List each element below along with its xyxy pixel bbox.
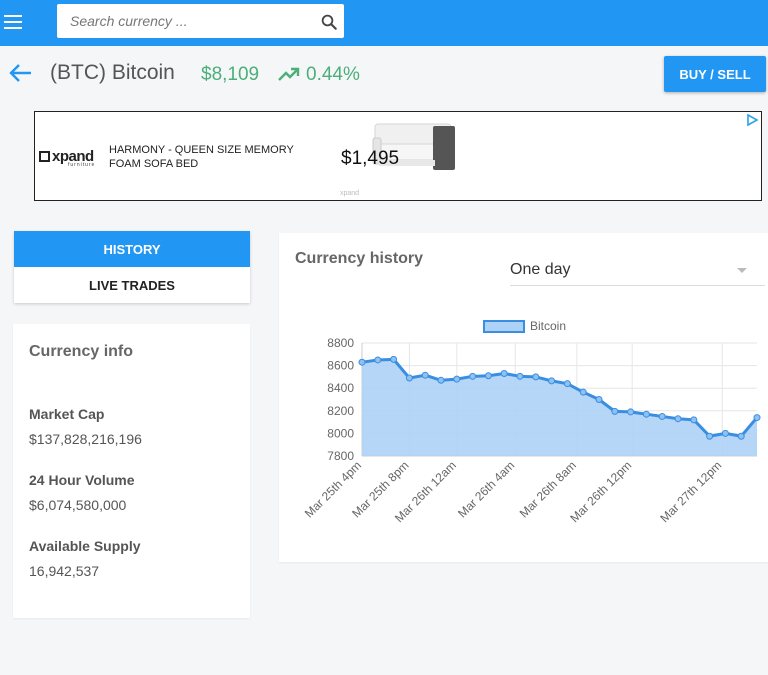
x-tick-label: Mar 26th 4am (455, 458, 517, 520)
data-point (421, 371, 429, 379)
search-icon[interactable] (320, 13, 338, 31)
y-tick-label: 8200 (327, 404, 354, 418)
data-point (390, 355, 398, 363)
volume-value: $6,074,580,000 (29, 497, 127, 513)
y-tick-label: 7800 (327, 449, 354, 463)
series-area (362, 359, 757, 456)
data-point (358, 358, 366, 366)
back-arrow-icon[interactable] (8, 60, 34, 86)
data-point (658, 412, 666, 420)
market-cap-label: Market Cap (29, 406, 105, 422)
data-point (721, 429, 729, 437)
time-range-value: One day (510, 261, 571, 278)
data-point (627, 408, 635, 416)
supply-label: Available Supply (29, 538, 141, 554)
menu-icon[interactable] (4, 12, 24, 32)
supply-value: 16,942,537 (29, 563, 100, 579)
legend-swatch (483, 320, 525, 333)
search-input[interactable] (57, 4, 307, 38)
market-cap-value: $137,828,216,196 (29, 431, 142, 447)
top-bar (0, 0, 768, 46)
data-point (453, 375, 461, 383)
data-point (642, 410, 650, 418)
data-point (469, 372, 477, 380)
data-point (706, 432, 714, 440)
data-point (405, 374, 413, 382)
currency-info-title: Currency info (29, 343, 134, 360)
y-tick-label: 8800 (327, 336, 354, 350)
legend-label: Bitcoin (530, 319, 566, 333)
data-point (484, 372, 492, 380)
y-tick-label: 8400 (327, 381, 354, 395)
x-tick-label: Mar 27th 12pm (657, 458, 724, 525)
tab-history[interactable]: HISTORY (14, 231, 250, 267)
data-point (516, 372, 524, 380)
data-point (548, 377, 556, 385)
data-point (579, 388, 587, 396)
data-point (374, 356, 382, 364)
data-point (500, 370, 508, 378)
ad-choices-icon[interactable] (745, 113, 759, 127)
chevron-down-icon (737, 268, 747, 273)
coin-title: (BTC) Bitcoin (50, 61, 175, 84)
trending-up-icon (278, 67, 300, 81)
ad-brand-logo: xpand (39, 148, 94, 165)
data-point (595, 396, 603, 403)
y-tick-label: 8600 (327, 359, 354, 373)
coin-change-percent: 0.44% (306, 64, 360, 85)
ad-sofa-image (372, 123, 455, 170)
view-tabs: HISTORY LIVE TRADES (14, 231, 250, 303)
y-tick-label: 8000 (327, 426, 354, 440)
ad-banner[interactable]: xpand furniture HARMONY - QUEEN SIZE MEM… (34, 111, 762, 201)
currency-history-card: Currency history One day Bitcoin 7800 8000… (279, 233, 768, 562)
ad-footer-logo: xpand (340, 190, 360, 197)
coin-price: $8,109 (201, 64, 260, 85)
ad-brand-name: xpand (52, 148, 94, 165)
data-point (437, 376, 445, 384)
buy-sell-button[interactable]: BUY / SELL (664, 56, 766, 92)
search-box (57, 4, 344, 38)
data-point (611, 407, 619, 415)
data-point (737, 432, 745, 440)
ad-product-text: HARMONY - QUEEN SIZE MEMORY FOAM SOFA BE… (109, 144, 294, 170)
data-point (690, 416, 698, 424)
time-range-select[interactable]: One day (510, 255, 765, 286)
data-point (753, 414, 761, 422)
x-tick-label: Mar 26th 8am (517, 458, 579, 520)
tab-live-trades[interactable]: LIVE TRADES (14, 267, 250, 303)
currency-info-card: Currency info Market Cap $137,828,216,19… (13, 324, 250, 618)
data-point (532, 373, 540, 381)
data-point (563, 380, 571, 388)
currency-history-title: Currency history (295, 250, 424, 267)
volume-label: 24 Hour Volume (29, 472, 135, 488)
ad-brand-sub: furniture (68, 162, 96, 168)
data-point (674, 415, 682, 423)
ad-price: $1,495 (341, 148, 400, 169)
